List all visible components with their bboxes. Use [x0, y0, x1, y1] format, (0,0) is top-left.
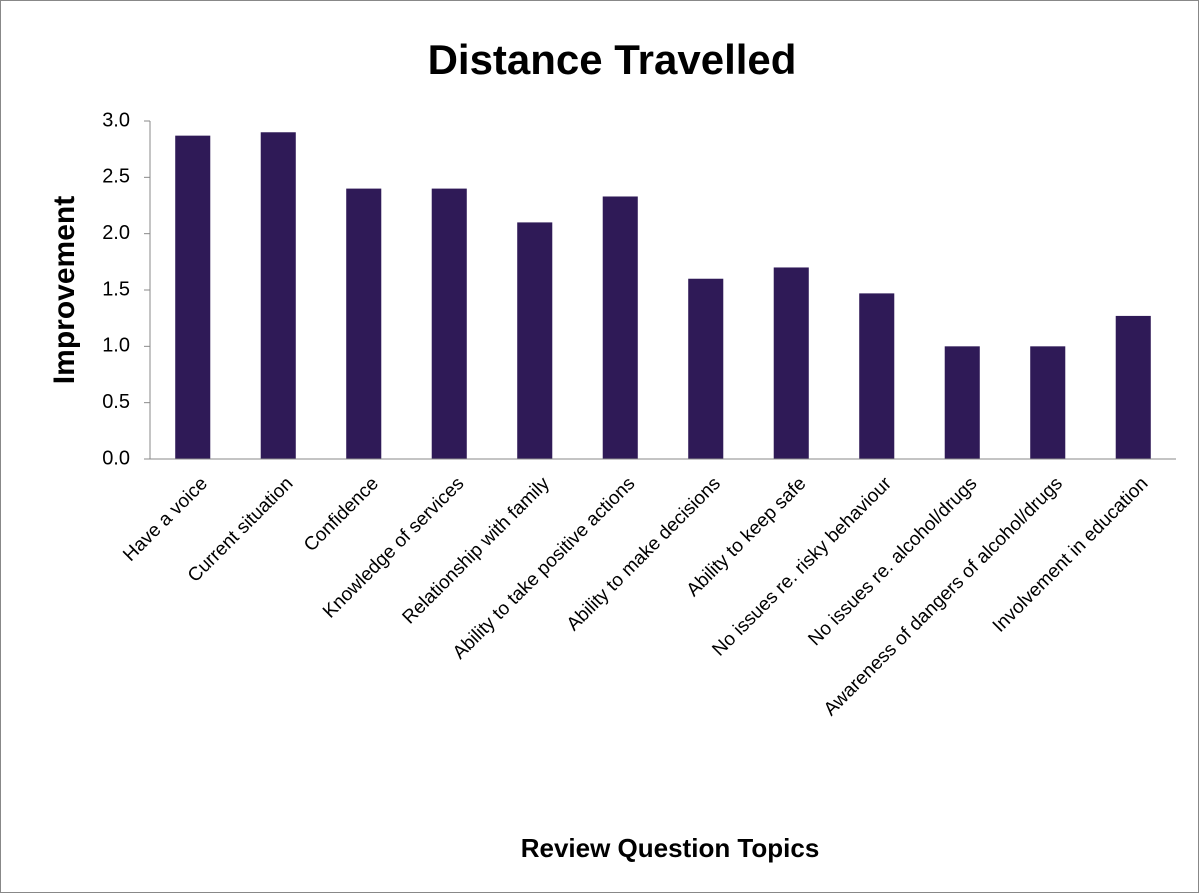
bar	[1115, 315, 1151, 459]
y-tick-label: 3.0	[102, 109, 130, 131]
bar	[859, 293, 895, 459]
bar	[517, 222, 553, 459]
y-tick-label: 1.0	[102, 335, 130, 357]
bar	[602, 196, 638, 459]
y-tick-label: 1.5	[102, 278, 130, 300]
chart-title: Distance Travelled	[428, 36, 797, 83]
bar	[431, 188, 467, 459]
y-tick-label: 2.5	[102, 166, 130, 188]
bar	[260, 132, 296, 459]
y-tick-label: 0.5	[102, 391, 130, 413]
y-tick-label: 0.0	[102, 447, 130, 469]
bar	[773, 267, 809, 459]
bar	[346, 188, 382, 459]
bar	[175, 135, 211, 459]
y-axis-title: Improvement	[48, 196, 81, 384]
bar	[1030, 346, 1066, 459]
y-tick-label: 2.0	[102, 222, 130, 244]
bar	[688, 278, 724, 459]
bar	[944, 346, 980, 459]
x-axis-title: Review Question Topics	[521, 833, 820, 863]
